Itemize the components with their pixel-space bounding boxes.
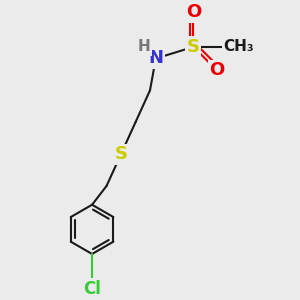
Text: Cl: Cl <box>83 280 101 298</box>
Text: N: N <box>148 50 163 68</box>
Text: H: H <box>138 39 151 54</box>
Text: S: S <box>187 38 200 56</box>
Text: S: S <box>115 145 128 163</box>
Text: O: O <box>209 61 224 79</box>
Text: O: O <box>186 3 201 21</box>
Text: CH₃: CH₃ <box>223 39 254 54</box>
